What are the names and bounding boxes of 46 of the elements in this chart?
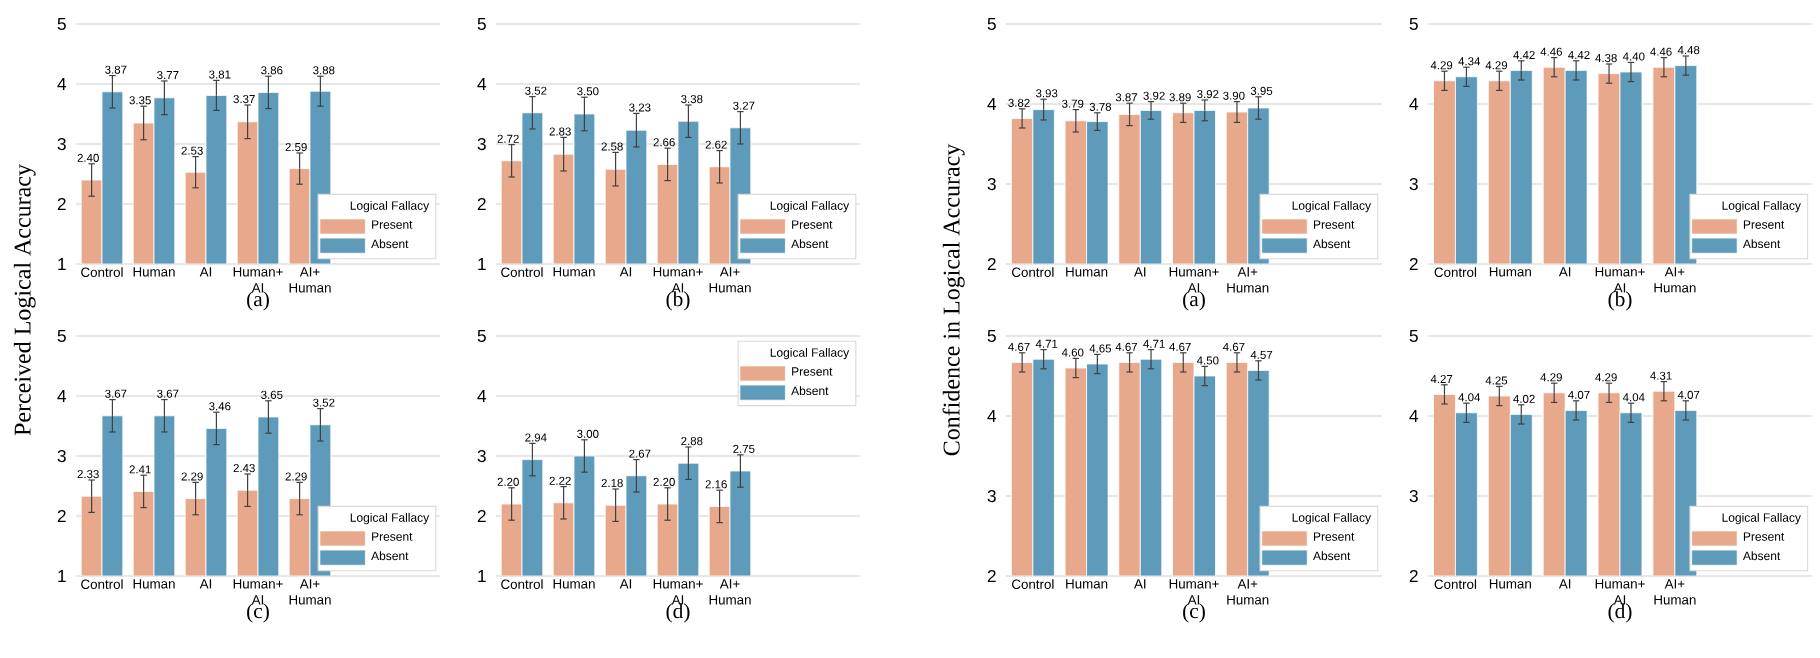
y-tick-label: 1 [478,258,486,270]
y-tick-label: 2 [57,509,66,523]
y-tick-label: 2 [1409,569,1418,583]
x-axis-title: (c) [247,603,269,623]
y-tick-label: 3 [987,177,996,191]
y-tick-label: 5 [477,17,486,31]
y-tick-label: 5 [1409,329,1418,343]
y-tick-label: 3 [1409,177,1418,191]
y-tick-label: 1 [58,570,66,582]
y-tick-label: 2 [987,569,996,583]
x-axis-title: (d) [1608,603,1632,623]
y-tick-label: 3 [987,489,996,503]
y-tick-label: 3 [477,449,486,463]
y-tick-label: 4 [477,78,487,90]
y-tick-label: 5 [57,17,66,31]
y-tick-label: 2 [477,197,486,211]
y-tick-label: 5 [477,329,486,343]
y-tick-label: 5 [1409,17,1418,31]
y-tick-label: 1 [58,258,66,270]
y-tick-label: 5 [57,329,66,343]
y-tick-label: 4 [987,410,997,422]
x-axis-title: (b) [666,291,690,311]
y-tick-label: 2 [1409,257,1418,271]
y-tick-label: 5 [987,329,996,343]
y-tick-label: 2 [57,197,66,211]
y-tick-label: 5 [987,17,996,31]
x-axis-title: (b) [1608,291,1632,311]
y-axis-title: Confidence in Logical Accuracy [942,143,965,456]
y-tick-label: 4 [987,98,997,110]
y-tick-label: 1 [478,570,486,582]
x-axis-title: (a) [247,291,269,311]
y-tick-label: 4 [57,390,67,402]
x-axis-title: (d) [666,603,690,623]
y-tick-label: 3 [57,449,66,463]
y-tick-label: 4 [1409,98,1419,110]
x-axis-title: (a) [1183,291,1205,311]
y-tick-label: 3 [477,137,486,151]
y-tick-label: 2 [477,509,486,523]
y-tick-label: 2 [987,257,996,271]
y-tick-label: 3 [57,137,66,151]
y-tick-label: 4 [1409,410,1419,422]
y-tick-label: 4 [57,78,67,90]
y-tick-label: 4 [477,390,487,402]
x-axis-title: (c) [1183,603,1205,623]
y-tick-label: 3 [1409,489,1418,503]
y-axis-title: Perceived Logical Accuracy [13,164,36,436]
